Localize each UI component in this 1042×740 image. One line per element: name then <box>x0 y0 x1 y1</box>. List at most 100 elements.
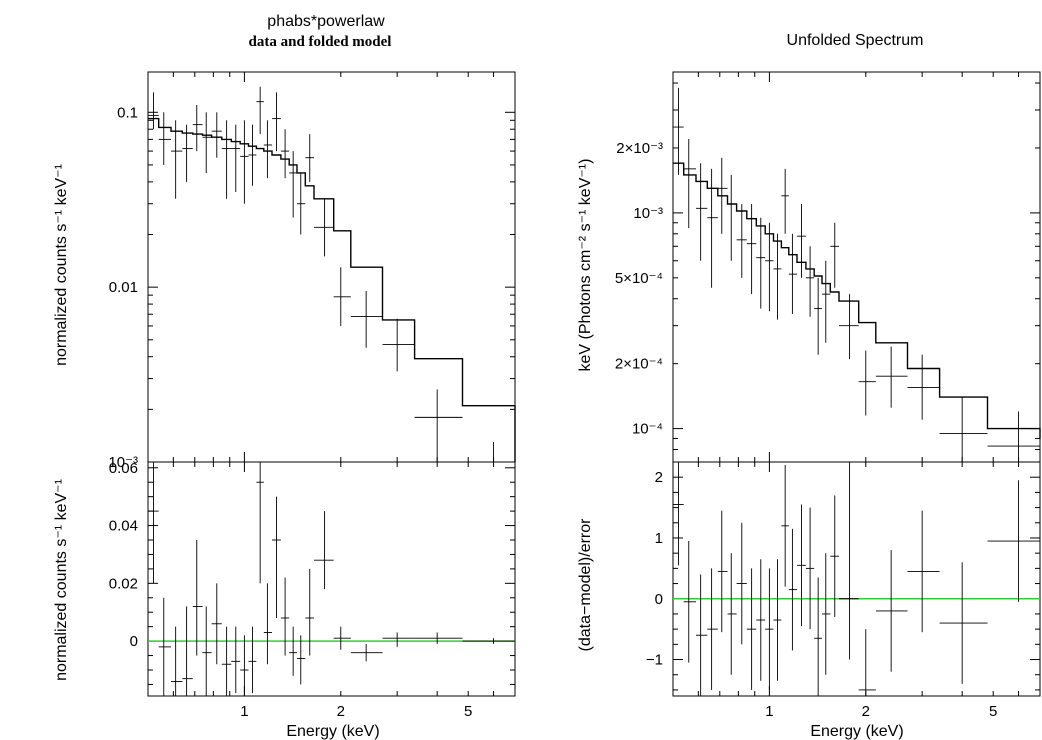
y-tick-label: 2×10⁻³ <box>616 140 663 157</box>
data-point <box>231 626 241 694</box>
data-point <box>272 496 281 618</box>
data-point <box>858 350 876 416</box>
y-tick-label: 10⁻³ <box>108 454 138 471</box>
title-unfolded-spectrum: Unfolded Spectrum <box>787 32 924 49</box>
data-point <box>939 397 988 462</box>
data-point <box>805 246 815 317</box>
data-point <box>280 577 290 656</box>
x-tick-label: 2 <box>337 703 345 720</box>
data-point <box>240 635 249 696</box>
plot-frame <box>147 461 516 697</box>
data-point <box>839 462 859 660</box>
data-point <box>673 462 684 566</box>
data-point <box>314 511 334 590</box>
data-point <box>822 260 831 343</box>
data-point <box>350 291 383 348</box>
right-x-axis-label: Energy (keV) <box>810 723 903 740</box>
y-tick-label: 2 <box>655 469 663 486</box>
y-tick-label: 0.06 <box>109 460 138 477</box>
right-top-y-axis-label: keV (Photons cm⁻² s⁻¹ keV⁻¹) <box>577 159 594 372</box>
data-point <box>683 139 697 229</box>
data-point <box>350 644 383 662</box>
data-point <box>148 92 159 130</box>
y-tick-label: 5×10⁻⁴ <box>615 270 663 287</box>
data-point <box>272 92 281 152</box>
data-point <box>814 277 823 355</box>
data-point <box>858 629 876 696</box>
data-point <box>192 540 203 656</box>
data-point <box>736 203 747 278</box>
data-point <box>707 568 718 690</box>
data-point <box>673 87 684 175</box>
data-point <box>736 522 747 645</box>
data-point <box>822 553 831 675</box>
data-point <box>727 553 737 675</box>
x-tick-label: 5 <box>989 703 997 720</box>
data-point <box>830 495 840 617</box>
y-tick-label: 2×10⁻⁴ <box>615 356 663 373</box>
data-point <box>192 105 203 152</box>
data-point <box>939 562 988 684</box>
panel-right-unfolded-spectrum: 10⁻⁴ 2×10⁻⁴ 5×10⁻⁴ 10⁻³ 2×10⁻³ <box>615 71 1041 463</box>
data-point <box>756 559 766 681</box>
x-tick-label: 1 <box>765 703 773 720</box>
data-point <box>240 120 249 204</box>
data-point <box>289 626 298 676</box>
panel-left-data-and-folded-model: 0.1 0.01 10⁻³ <box>108 71 516 471</box>
data-point <box>280 129 290 179</box>
data-point <box>256 462 264 584</box>
y-tick-label: 0.04 <box>109 518 138 535</box>
data-point <box>830 222 840 288</box>
plot-frame <box>672 71 1041 463</box>
data-point <box>788 233 798 314</box>
data-point <box>231 124 241 193</box>
panel-right-residuals: 1 2 5 −1 0 1 2 <box>646 461 1041 720</box>
data-point <box>875 550 908 672</box>
x-tick-label: 2 <box>862 703 870 720</box>
left-top-y-axis-label: normalized counts s⁻¹ keV⁻¹ <box>53 164 70 366</box>
y-tick-label: 0 <box>655 591 663 608</box>
right-bottom-y-axis-label: (data−model)/error <box>577 518 594 652</box>
y-tick-label: 0.02 <box>109 575 138 592</box>
data-point <box>158 597 172 696</box>
x-tick-label: 5 <box>464 703 472 720</box>
data-point <box>248 626 257 694</box>
title-data-and-folded-model: data and folded model <box>249 34 392 50</box>
data-point <box>765 222 774 312</box>
x-tick-label: 1 <box>240 703 248 720</box>
data-point <box>805 507 815 630</box>
data-point <box>382 632 415 647</box>
data-point <box>333 626 351 650</box>
data-point <box>414 389 463 462</box>
title-model: phabs*powerlaw <box>267 13 385 30</box>
left-bottom-y-axis-label: normalized counts s⁻¹ keV⁻¹ <box>53 479 70 681</box>
data-point <box>211 583 222 665</box>
model-step-line <box>148 117 516 462</box>
data-point <box>297 635 306 685</box>
data-point <box>756 217 766 309</box>
data-point <box>781 465 789 587</box>
data-point <box>182 124 193 182</box>
data-point <box>171 120 183 199</box>
data-point <box>221 120 232 199</box>
data-point <box>683 541 697 663</box>
data-point <box>717 510 728 633</box>
data-point <box>305 568 315 656</box>
panel-left-residuals: 1 2 5 0 0.02 0.04 0.06 <box>109 460 516 720</box>
data-point <box>746 203 757 295</box>
data-point <box>797 504 806 627</box>
data-point <box>696 163 708 261</box>
data-point <box>221 626 232 696</box>
data-point <box>727 174 737 261</box>
left-x-axis-label: Energy (keV) <box>286 723 379 740</box>
y-tick-label: 0 <box>130 633 138 650</box>
data-point <box>797 203 806 278</box>
data-point <box>707 168 718 288</box>
data-point <box>248 124 257 186</box>
data-point <box>314 198 334 257</box>
y-tick-label: 10⁻⁴ <box>632 421 663 438</box>
data-point <box>696 574 708 696</box>
model-step-line <box>673 162 1041 439</box>
data-point <box>462 638 515 644</box>
data-point <box>382 318 415 372</box>
